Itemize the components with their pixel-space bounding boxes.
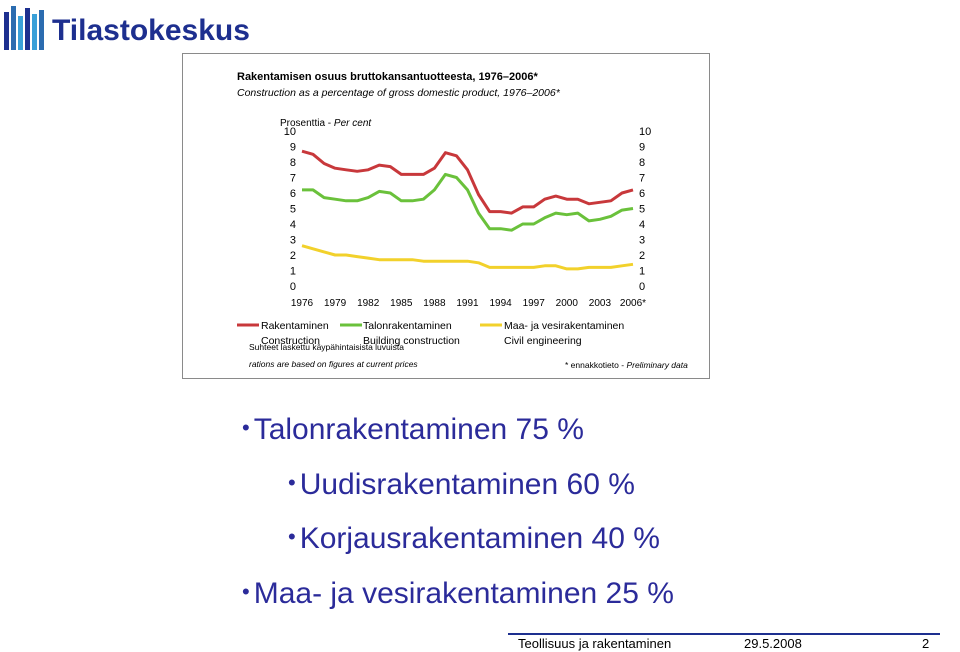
- y-tick-label: 8: [290, 157, 296, 169]
- x-tick-label: 2000: [556, 298, 579, 309]
- y-tick-label: 4: [290, 219, 296, 231]
- note-preliminary: * ennakkotieto - Preliminary data: [565, 360, 688, 370]
- chart-title: Rakentamisen osuus bruttokansantuotteest…: [237, 71, 539, 83]
- x-tick-label: 1997: [523, 298, 546, 309]
- y-tick-label: 7: [290, 173, 296, 185]
- footer-date: 29.5.2008: [744, 636, 802, 651]
- bullet-item: • Korjausrakentaminen 40 %: [288, 519, 660, 557]
- logo-bars-icon: [4, 6, 44, 50]
- legend: Rakentaminen Construction Talonrakentamine…: [237, 320, 624, 347]
- legend-label-fi: Rakentaminen: [261, 320, 329, 332]
- x-tick-label: 1991: [456, 298, 479, 309]
- bullet-text: Korjausrakentaminen 40 %: [299, 522, 660, 555]
- series-line: [302, 172, 634, 232]
- y-tick-label: 2: [290, 250, 296, 262]
- legend-label-en: Construction: [261, 335, 320, 347]
- bullet-dot-icon: •: [288, 470, 296, 495]
- y-axis-label-en: Per cent: [334, 118, 372, 129]
- y-tick-label: 0: [639, 281, 645, 293]
- y-tick-label: 10: [639, 126, 651, 138]
- x-tick-label: 2006*: [620, 298, 646, 309]
- y-tick-label: 9: [290, 142, 296, 154]
- bullet-dot-icon: •: [242, 415, 250, 440]
- legend-label-fi: Maa- ja vesirakentaminen: [504, 320, 624, 332]
- y-tick-label: 1: [290, 266, 296, 278]
- y-axis-label: Prosenttia - Per cent: [280, 118, 372, 129]
- y-axis-right: 0 1 2 3 4 5 6 7 8 9 10: [639, 126, 651, 293]
- series-line: [301, 244, 634, 271]
- logo-mark-icon: Tilastokeskus: [4, 6, 250, 50]
- bullet-dot-icon: •: [288, 524, 296, 549]
- y-tick-label: 3: [290, 235, 296, 247]
- y-tick-label: 7: [639, 173, 645, 185]
- note-current-prices-en: rations are based on figures at current …: [249, 359, 418, 369]
- x-tick-label: 1976: [291, 298, 314, 309]
- footer-divider: [508, 633, 940, 635]
- bullet-text: Talonrakentaminen 75 %: [253, 413, 584, 446]
- y-tick-label: 5: [290, 204, 296, 216]
- x-tick-label: 1979: [324, 298, 347, 309]
- legend-label-en: Building construction: [363, 335, 460, 347]
- y-tick-label: 0: [290, 281, 296, 293]
- line-chart: Rakentamisen osuus bruttokansantuotteest…: [237, 71, 688, 370]
- footer-title: Teollisuus ja rakentaminen: [518, 636, 672, 651]
- y-tick-label: 8: [639, 157, 645, 169]
- bullet-text: Uudisrakentaminen 60 %: [299, 468, 635, 501]
- bullet-dot-icon: •: [242, 579, 250, 604]
- x-tick-label: 2003: [589, 298, 612, 309]
- series-lines: [301, 149, 634, 271]
- tilastokeskus-logo: Tilastokeskus: [0, 0, 260, 60]
- y-tick-label: 6: [639, 188, 645, 200]
- bullet-item: • Maa- ja vesirakentaminen 25 %: [242, 574, 674, 612]
- y-tick-label: 3: [639, 235, 645, 247]
- y-tick-label: 6: [290, 188, 296, 200]
- x-tick-label: 1994: [489, 298, 512, 309]
- y-tick-label: 5: [639, 204, 645, 216]
- y-tick-label: 10: [284, 126, 296, 138]
- x-tick-label: 1982: [357, 298, 380, 309]
- y-tick-label: 4: [639, 219, 645, 231]
- y-axis-label-fi: Prosenttia -: [280, 118, 334, 129]
- note-preliminary-fi: * ennakkotieto -: [565, 360, 626, 370]
- chart-subtitle: Construction as a percentage of gross do…: [237, 87, 561, 99]
- page-number: 2: [922, 636, 930, 651]
- y-tick-label: 9: [639, 142, 645, 154]
- bullet-item: • Uudisrakentaminen 60 %: [288, 465, 635, 503]
- logo-text: Tilastokeskus: [52, 14, 250, 47]
- bullet-text: Maa- ja vesirakentaminen 25 %: [253, 577, 674, 610]
- legend-label-fi: Talonrakentaminen: [363, 320, 452, 332]
- note-preliminary-en: Preliminary data: [626, 360, 688, 370]
- note-current-prices-fi: Suhteet laskettu käypähintaisista luvuis…: [249, 342, 404, 352]
- x-axis: 1976 1979 1982 1985 1988 1991 1994 1997 2000 2003…: [291, 298, 646, 309]
- y-tick-label: 2: [639, 250, 645, 262]
- y-axis-left: 0 1 2 3 4 5 6 7 8 9 10: [284, 126, 296, 293]
- x-tick-label: 1985: [390, 298, 413, 309]
- x-tick-label: 1988: [423, 298, 446, 309]
- legend-label-en: Civil engineering: [504, 335, 582, 347]
- chart-panel: Rakentamisen osuus bruttokansantuotteest…: [182, 53, 710, 379]
- bullet-item: • Talonrakentaminen 75 %: [242, 410, 584, 448]
- series-line: [301, 149, 634, 215]
- y-tick-label: 1: [639, 266, 645, 278]
